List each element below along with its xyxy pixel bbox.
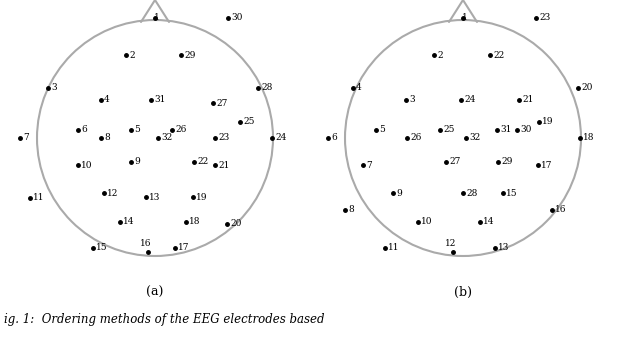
Text: 25: 25 [443,125,454,135]
Text: 15: 15 [506,189,518,197]
Text: 6: 6 [331,134,337,143]
Text: 3: 3 [51,83,57,93]
Text: 28: 28 [261,83,273,93]
Text: (b): (b) [454,286,472,298]
Text: ig. 1:  Ordering methods of the EEG electrodes based: ig. 1: Ordering methods of the EEG elect… [4,314,324,327]
Text: 7: 7 [366,161,372,169]
Text: 8: 8 [104,134,110,143]
Text: 22: 22 [493,50,504,59]
Text: 20: 20 [230,219,242,228]
Text: 21: 21 [522,96,533,104]
Text: 28: 28 [466,189,477,197]
Text: 14: 14 [483,217,494,226]
Text: 29: 29 [501,158,512,167]
Text: 20: 20 [581,83,593,93]
Text: 21: 21 [218,161,229,169]
Text: 4: 4 [356,83,362,93]
Text: 17: 17 [541,161,552,169]
Text: 12: 12 [107,189,119,197]
Text: 29: 29 [184,50,195,59]
Text: 26: 26 [410,134,421,143]
Text: 2: 2 [129,50,135,59]
Text: 24: 24 [275,134,286,143]
Text: 31: 31 [154,96,166,104]
Text: 8: 8 [348,206,353,215]
Text: 23: 23 [539,14,550,23]
Text: 13: 13 [498,243,509,252]
Text: 5: 5 [379,125,385,135]
Text: 22: 22 [197,158,208,167]
Text: 24: 24 [464,96,475,104]
Text: 17: 17 [178,243,190,252]
Text: 1: 1 [154,14,160,23]
Text: 19: 19 [196,193,208,201]
Text: 10: 10 [421,217,433,226]
Text: 18: 18 [583,134,595,143]
Text: 23: 23 [218,134,229,143]
Text: 11: 11 [388,243,399,252]
Text: 7: 7 [23,134,29,143]
Text: 27: 27 [449,158,460,167]
Text: 4: 4 [104,96,110,104]
Text: 1: 1 [462,14,468,23]
Text: 9: 9 [396,189,402,197]
Text: 30: 30 [231,14,242,23]
Text: 2: 2 [437,50,442,59]
Text: 16: 16 [140,240,152,248]
Text: 25: 25 [243,118,255,126]
Text: 27: 27 [216,98,227,107]
Text: 3: 3 [409,96,415,104]
Text: (a): (a) [146,286,164,298]
Text: 16: 16 [555,206,567,215]
Text: 30: 30 [520,125,531,135]
Text: 9: 9 [134,158,140,167]
Text: 32: 32 [469,134,480,143]
Text: 26: 26 [175,125,187,135]
Text: 13: 13 [149,193,161,201]
Text: 11: 11 [33,193,44,202]
Text: 6: 6 [81,125,87,135]
Text: 10: 10 [81,161,93,169]
Text: 31: 31 [500,125,511,135]
Text: 14: 14 [123,217,135,226]
Text: 32: 32 [161,134,172,143]
Text: 12: 12 [446,240,457,248]
Text: 15: 15 [96,243,108,252]
Text: 18: 18 [189,217,200,226]
Text: 19: 19 [542,118,554,126]
Text: 5: 5 [134,125,140,135]
